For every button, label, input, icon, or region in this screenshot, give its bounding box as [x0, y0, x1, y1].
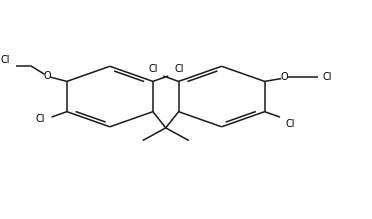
- Text: Cl: Cl: [36, 114, 45, 124]
- Text: O: O: [280, 72, 288, 83]
- Text: Cl: Cl: [286, 119, 295, 129]
- Text: O: O: [44, 71, 51, 81]
- Text: Cl: Cl: [322, 72, 331, 83]
- Text: Cl: Cl: [148, 64, 158, 74]
- Text: Cl: Cl: [174, 64, 184, 74]
- Text: Cl: Cl: [0, 55, 10, 65]
